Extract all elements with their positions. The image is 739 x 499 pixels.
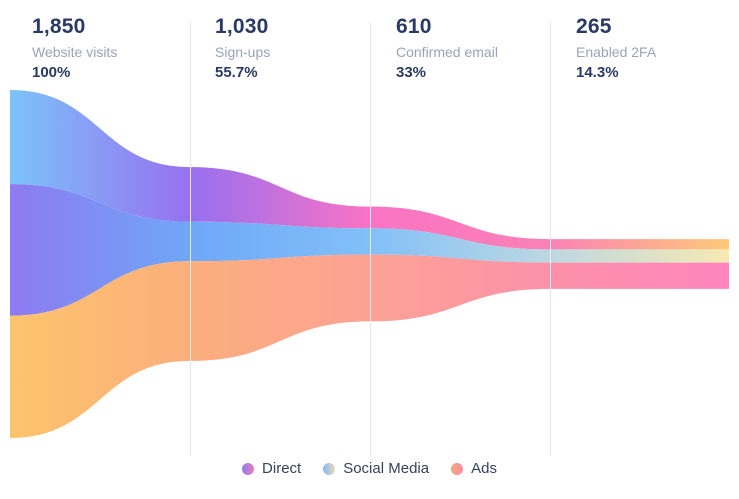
legend-label: Direct bbox=[262, 460, 302, 477]
direct-series-dot-icon bbox=[242, 463, 255, 475]
stage-header-enabled-2fa: 265 Enabled 2FA 14.3% bbox=[576, 15, 736, 81]
stage-percent: 14.3% bbox=[576, 64, 619, 81]
legend-label: Social Media bbox=[343, 460, 430, 477]
stage-percent: 33% bbox=[396, 64, 427, 81]
stage-label: Enabled 2FA bbox=[576, 44, 657, 60]
stage-value: 265 bbox=[576, 15, 612, 38]
stage-label: Confirmed email bbox=[396, 44, 498, 60]
stage-divider-1 bbox=[190, 22, 191, 456]
funnel-stream-social-media bbox=[10, 184, 729, 316]
stage-value: 1,850 bbox=[32, 15, 86, 38]
stage-divider-2 bbox=[370, 22, 371, 456]
stage-header-website-visits: 1,850 Website visits 100% bbox=[32, 15, 192, 81]
stage-divider-3 bbox=[550, 22, 551, 456]
legend-item-ads: Ads bbox=[451, 460, 497, 478]
social-media-series-dot-icon bbox=[323, 463, 336, 475]
legend-item-social-media: Social Media bbox=[323, 460, 429, 478]
ads-series-dot-icon bbox=[451, 463, 464, 475]
stage-value: 610 bbox=[396, 15, 432, 38]
legend-label: Ads bbox=[471, 460, 497, 477]
stage-label: Sign-ups bbox=[215, 44, 271, 60]
funnel-stream-ads bbox=[10, 254, 729, 438]
legend: Direct Social Media Ads bbox=[0, 460, 739, 478]
stage-label: Website visits bbox=[32, 44, 118, 60]
stage-percent: 55.7% bbox=[215, 64, 258, 81]
stage-value: 1,030 bbox=[215, 15, 269, 38]
stage-header-confirmed-email: 610 Confirmed email 33% bbox=[396, 15, 556, 81]
stage-header-sign-ups: 1,030 Sign-ups 55.7% bbox=[215, 15, 375, 81]
funnel-stream-direct bbox=[10, 90, 729, 250]
stage-percent: 100% bbox=[32, 64, 71, 81]
legend-item-direct: Direct bbox=[242, 460, 301, 478]
